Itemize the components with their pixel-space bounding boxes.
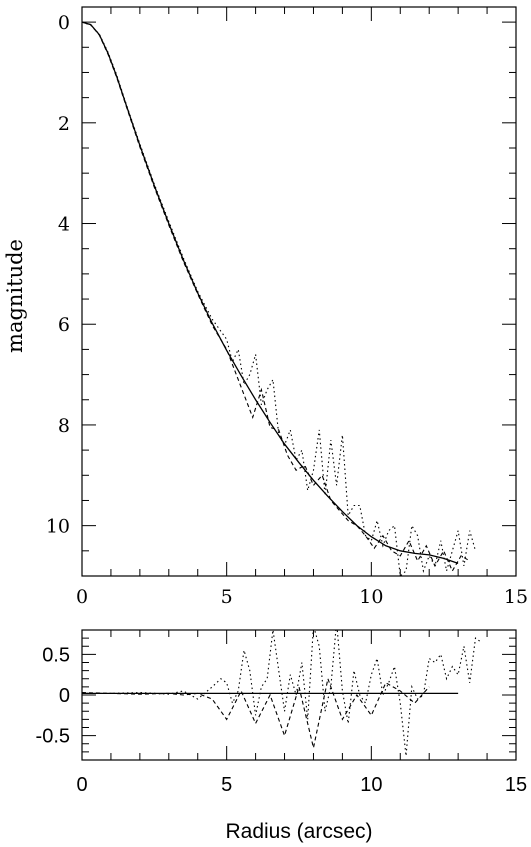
x-axis-label: Radius (arcsec) <box>225 820 372 843</box>
top-tick-labels: 0 5 10 15 0 2 4 6 8 10 <box>46 12 528 608</box>
series-line-dashed <box>82 21 470 573</box>
x-tick-label: 0 <box>76 774 87 796</box>
y-tick-label: 4 <box>58 214 70 236</box>
top-plot-frame <box>81 6 517 577</box>
y-tick-label: -0.5 <box>36 726 70 748</box>
y-tick-label: 6 <box>58 314 70 336</box>
series-line-dotted <box>82 21 477 576</box>
series-line-dotted <box>82 630 482 756</box>
bottom-axis-ticks <box>81 629 517 761</box>
bottom-series-lines <box>82 630 482 756</box>
magnitude-profile-panel: 0 5 10 15 0 2 4 6 8 10 magnitude <box>3 6 528 608</box>
series-line-dashed <box>82 676 430 748</box>
y-axis-label: magnitude <box>3 239 27 353</box>
x-tick-label: 10 <box>360 774 382 796</box>
x-tick-label: 0 <box>76 586 88 608</box>
x-tick-label: 15 <box>504 586 528 608</box>
x-tick-label: 5 <box>221 774 232 796</box>
series-line-solid <box>82 21 459 565</box>
y-tick-label: 0.5 <box>42 644 70 666</box>
x-tick-label: 10 <box>359 586 383 608</box>
y-tick-label: 0 <box>59 685 70 707</box>
y-tick-label: 0 <box>58 12 70 34</box>
bottom-tick-labels: 0 5 10 15 0.5 0 -0.5 <box>36 644 528 796</box>
top-axis-ticks <box>81 7 517 577</box>
y-tick-label: 2 <box>58 113 70 135</box>
top-series-lines <box>82 21 477 576</box>
bottom-plot-frame <box>81 629 517 761</box>
y-tick-label: 8 <box>58 415 70 437</box>
y-tick-label: 10 <box>46 516 70 538</box>
residual-panel: 0 5 10 15 0.5 0 -0.5 Radius (arcsec) <box>36 629 528 843</box>
x-tick-label: 15 <box>505 774 527 796</box>
x-tick-label: 5 <box>221 586 233 608</box>
